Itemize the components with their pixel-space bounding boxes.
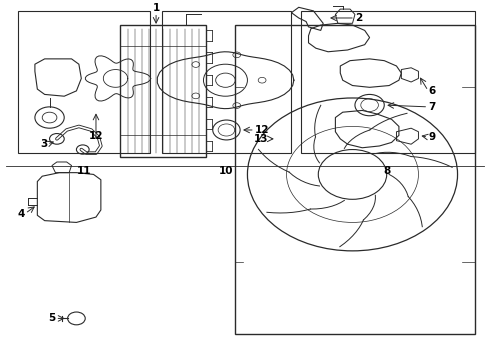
Bar <box>301 11 475 153</box>
Text: 1: 1 <box>152 3 160 13</box>
Text: 6: 6 <box>428 86 436 96</box>
Text: 4: 4 <box>18 208 25 219</box>
Text: 13: 13 <box>254 134 269 144</box>
Text: 5: 5 <box>48 314 55 323</box>
Text: 12: 12 <box>89 131 103 141</box>
Bar <box>121 25 206 157</box>
Text: 8: 8 <box>383 166 391 176</box>
Text: 9: 9 <box>428 132 435 142</box>
Bar <box>162 11 292 153</box>
Text: 12: 12 <box>255 125 270 135</box>
Bar <box>18 11 150 153</box>
Text: 7: 7 <box>428 102 436 112</box>
Text: 3: 3 <box>40 139 47 149</box>
Bar <box>235 25 475 334</box>
Text: 2: 2 <box>355 13 362 23</box>
Text: 10: 10 <box>219 166 234 176</box>
Text: 11: 11 <box>76 166 91 176</box>
